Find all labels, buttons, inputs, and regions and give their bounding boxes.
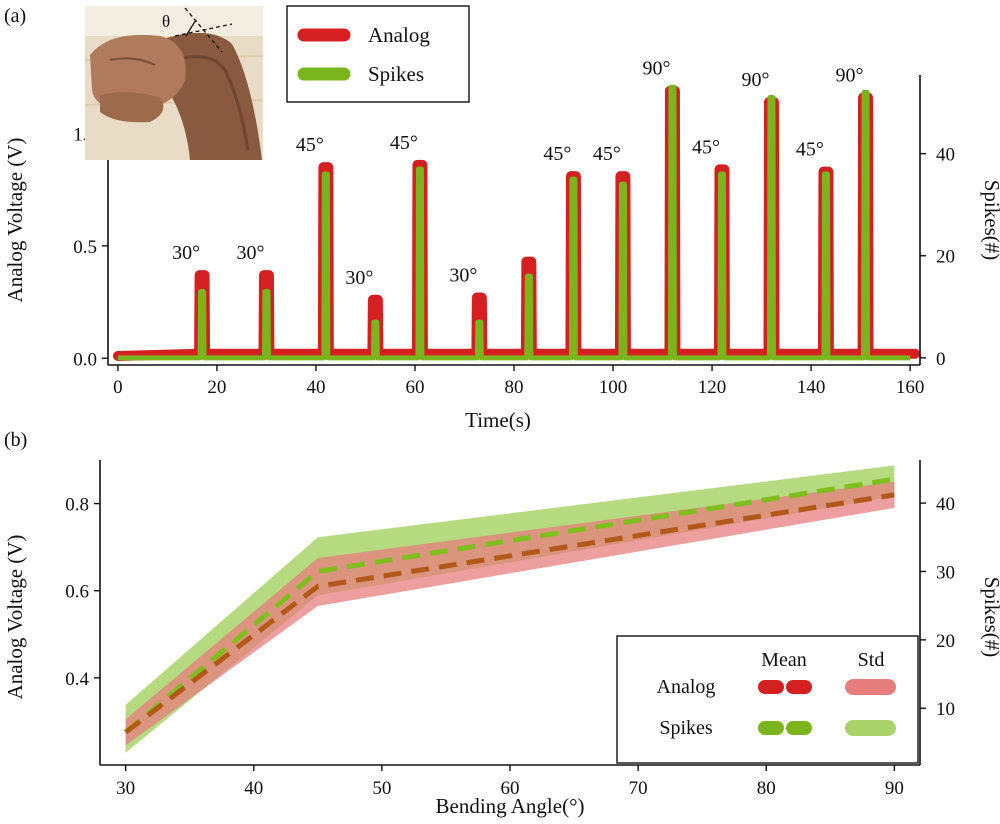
- b-xtick-label: 90: [885, 778, 904, 799]
- panel-a-ylabel-right: Spikes(#): [980, 180, 1000, 261]
- panel-b-legend: Mean Std Analog Spikes: [616, 635, 919, 764]
- panel-b-plot-area: [124, 465, 895, 753]
- panel-b: (b) 30 40 50 60 70 80 90 0.4 0.6 0.8 10 20 30 40 Bend…: [3, 429, 1000, 818]
- pulse-angle-label-3: 45°: [296, 134, 324, 156]
- legend-analog-label: Analog: [368, 23, 430, 47]
- b-y2tick-label: 10: [936, 699, 955, 720]
- wrist-bending-photo: θ: [84, 6, 264, 161]
- a-y2tick-label: 40: [936, 145, 955, 166]
- b-xtick-label: 40: [244, 778, 263, 799]
- a-xtick-label: 100: [599, 377, 628, 398]
- spike-count-trace: [117, 84, 911, 361]
- pulse-angle-label-1: 30°: [172, 242, 200, 264]
- a-y2tick-label: 20: [936, 247, 955, 268]
- angle-theta-symbol: θ: [162, 12, 170, 31]
- panel-b-xlabel: Bending Angle(°): [436, 794, 585, 818]
- b-xtick-label: 60: [501, 778, 520, 799]
- b-ytick-label: 0.6: [65, 582, 89, 603]
- panel-a-label: (a): [4, 5, 26, 27]
- pulse-angle-label-6: 30°: [449, 265, 477, 287]
- a-xtick-label: 20: [207, 377, 226, 398]
- a-xtick-label: 140: [797, 377, 826, 398]
- legend-row-spikes: Spikes: [659, 717, 713, 739]
- pulse-angle-label-8: 45°: [543, 143, 571, 165]
- pulse-angle-label-2: 30°: [236, 242, 264, 264]
- pulse-angle-label-9: 45°: [593, 143, 621, 165]
- b-xtick-label: 80: [757, 778, 776, 799]
- a-xtick-label: 80: [505, 377, 524, 398]
- panel-b-ylabel-left: Analog Voltage (V): [3, 535, 27, 700]
- panel-a-ylabel-left: Analog Voltage (V): [3, 138, 27, 303]
- pulse-angle-label-10: 90°: [642, 58, 670, 80]
- pulse-angle-label-4: 30°: [345, 267, 373, 289]
- b-xtick-label: 50: [372, 778, 391, 799]
- analog-std-band: [125, 481, 895, 746]
- panel-b-ylabel-right: Spikes(#): [980, 577, 1000, 658]
- a-y2tick-label: 0: [936, 349, 946, 370]
- a-xtick-label: 160: [896, 377, 925, 398]
- a-ytick-label: 0.0: [73, 349, 97, 370]
- pulse-angle-label-14: 90°: [836, 64, 864, 86]
- panel-b-label: (b): [4, 429, 27, 451]
- a-xtick-label: 40: [306, 377, 325, 398]
- b-ytick-label: 0.4: [65, 669, 89, 690]
- b-ytick-label: 0.8: [65, 495, 89, 516]
- pulse-angle-label-12: 90°: [741, 69, 769, 91]
- panel-a-plot-area: 30° 30° 45° 30° 45° 30° 45° 45° 90° 45° 90° 45° 90°: [112, 58, 921, 362]
- panel-a-xlabel: Time(s): [465, 408, 531, 432]
- pulse-angle-label-13: 45°: [796, 139, 824, 161]
- legend-row-analog: Analog: [657, 676, 716, 698]
- a-xtick-label: 60: [405, 377, 424, 398]
- b-y2tick-label: 40: [936, 494, 955, 515]
- legend-col-std: Std: [858, 649, 885, 671]
- pulse-angle-label-11: 45°: [692, 136, 720, 158]
- b-y2tick-label: 20: [936, 631, 955, 652]
- b-y2tick-label: 30: [936, 562, 955, 583]
- b-xtick-label: 70: [629, 778, 648, 799]
- panel-a-legend: Analog Spikes: [286, 5, 470, 103]
- a-xtick-label: 120: [698, 377, 727, 398]
- spikes-std-band: [125, 465, 895, 753]
- b-xtick-label: 30: [116, 778, 135, 799]
- legend-col-mean: Mean: [761, 649, 807, 671]
- pulse-angle-label-5: 45°: [390, 132, 418, 154]
- panel-a: (a) 30° 30° 45° 30° 45° 30° 45° 45° 90° 45° 90° 45°…: [3, 5, 1000, 432]
- a-xtick-label: 0: [113, 377, 123, 398]
- panel-b-ticks: 30 40 50 60 70 80 90 0.4 0.6 0.8 10 20 30 40: [65, 494, 955, 799]
- legend-spikes-label: Spikes: [368, 62, 424, 86]
- a-ytick-label: 0.5: [73, 237, 97, 258]
